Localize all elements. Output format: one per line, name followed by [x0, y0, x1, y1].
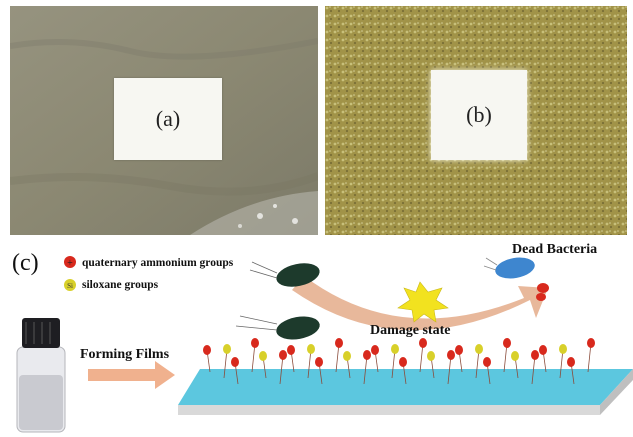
- quaternary-group-icon: [279, 350, 287, 360]
- dead-bacteria-label: Dead Bacteria: [512, 242, 597, 257]
- quaternary-group-icon: [447, 350, 455, 360]
- quaternary-group-icon: [363, 350, 371, 360]
- vial-icon: [16, 318, 66, 433]
- quaternary-group-icon: [371, 345, 379, 355]
- live-bacteria-bottom-icon: [235, 315, 320, 340]
- quaternary-group-icon: [203, 345, 211, 355]
- quaternary-group-icon: [539, 345, 547, 355]
- forming-films-label: Forming Films: [80, 347, 170, 362]
- legend-siloxane-text: siloxane groups: [82, 279, 159, 291]
- quaternary-group-icon: [251, 338, 259, 348]
- quaternary-group-icon: [231, 357, 239, 367]
- coating-film: [178, 369, 633, 415]
- quaternary-group-icon: [399, 357, 407, 367]
- siloxane-group-icon: [427, 351, 435, 361]
- quaternary-group-icon: [419, 338, 427, 348]
- dead-bacteria-icon: [483, 257, 549, 301]
- live-bacteria-top-icon: [249, 261, 320, 287]
- quaternary-group-icon: [503, 338, 511, 348]
- siloxane-group-icon: [511, 351, 519, 361]
- paper-sample-b: (b): [431, 70, 527, 160]
- quaternary-group-icon: [315, 357, 323, 367]
- surface-molecules: [203, 338, 595, 385]
- siloxane-group-icon: [343, 351, 351, 361]
- photo-panel-b: (b): [325, 6, 627, 235]
- panel-a-label: (a): [155, 106, 181, 131]
- quaternary-group-icon: [567, 357, 575, 367]
- damage-state-label: Damage state: [370, 323, 450, 338]
- legend-siloxane-icon: Si: [64, 279, 76, 291]
- damage-curve-arrow-icon: [292, 276, 548, 331]
- siloxane-group-icon: [259, 351, 267, 361]
- quaternary-group-icon: [587, 338, 595, 348]
- panel-c-label: (c): [12, 250, 39, 276]
- siloxane-group-icon: [307, 344, 315, 354]
- quaternary-group-icon: [335, 338, 343, 348]
- paper-sample-a: (a): [114, 78, 222, 160]
- svg-text:+: +: [67, 258, 73, 269]
- damage-burst-icon: [397, 281, 449, 323]
- svg-text:Si: Si: [67, 282, 73, 290]
- quaternary-group-icon: [483, 357, 491, 367]
- siloxane-group-icon: [391, 344, 399, 354]
- quaternary-group-icon: [455, 345, 463, 355]
- siloxane-group-icon: [559, 344, 567, 354]
- forming-films-arrow-icon: [88, 361, 175, 389]
- legend-quaternary-text: quaternary ammonium groups: [82, 257, 234, 269]
- quaternary-group-icon: [531, 350, 539, 360]
- quaternary-group-icon: [287, 345, 295, 355]
- siloxane-group-icon: [223, 344, 231, 354]
- photo-panel-a: (a): [10, 6, 318, 235]
- siloxane-group-icon: [475, 344, 483, 354]
- panel-b-label: (b): [466, 102, 492, 127]
- legend-quaternary-icon: +: [64, 256, 76, 269]
